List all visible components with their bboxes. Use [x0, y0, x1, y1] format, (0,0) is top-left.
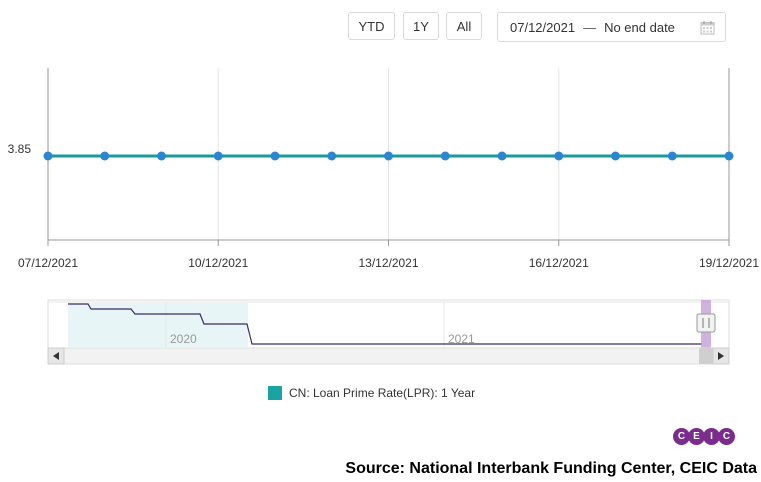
- logo-letter-c2: C: [718, 428, 735, 445]
- scroll-thumb[interactable]: [699, 348, 713, 364]
- data-point-5[interactable]: [327, 151, 337, 161]
- y-tick-label-0: 3.85: [8, 142, 32, 156]
- x-tick-label-3: 16/12/2021: [529, 256, 589, 270]
- logo-letter-e: E: [688, 428, 705, 445]
- ytd-button[interactable]: YTD: [348, 12, 395, 40]
- date-separator: —: [583, 19, 597, 35]
- series-group: [43, 151, 734, 161]
- logo-letter-i: I: [703, 428, 720, 445]
- data-point-6[interactable]: [384, 151, 393, 161]
- data-point-1[interactable]: [100, 151, 110, 161]
- all-button[interactable]: All: [446, 12, 482, 40]
- date-range-picker[interactable]: 07/12/2021 — No end date: [497, 12, 726, 42]
- x-tick-label-1: 10/12/2021: [188, 256, 248, 270]
- scroll-right-arrow-icon: [718, 352, 724, 360]
- legend-swatch: [268, 386, 282, 400]
- x-tick-label-0: 07/12/2021: [18, 256, 78, 270]
- data-point-4[interactable]: [270, 151, 280, 161]
- one-year-button[interactable]: 1Y: [403, 12, 439, 40]
- chart: 07/12/2021 10/12/2021 13/12/2021 16/12/2021…: [8, 68, 759, 365]
- legend-item[interactable]: CN: Loan Prime Rate(LPR): 1 Year: [268, 386, 475, 400]
- y-tick-labels: 3.85: [8, 142, 32, 156]
- logo-letter-c: C: [673, 428, 690, 445]
- x-tick-labels: 07/12/2021 10/12/2021 13/12/2021 16/12/2021…: [18, 256, 759, 270]
- data-point-9[interactable]: [554, 151, 564, 161]
- data-point-10[interactable]: [611, 151, 620, 161]
- x-tick-label-4: 19/12/2021: [699, 256, 759, 270]
- navigator[interactable]: 2020 2021: [47, 299, 730, 349]
- navigator-label-2020: 2020: [170, 332, 197, 346]
- navigator-series-line: [68, 303, 702, 345]
- calendar-icon[interactable]: [700, 20, 715, 35]
- end-date: No end date: [604, 19, 675, 35]
- navigator-scrollbar[interactable]: [47, 347, 730, 365]
- navigator-handle[interactable]: [696, 313, 716, 333]
- data-point-12[interactable]: [724, 151, 734, 161]
- scroll-left-arrow-icon: [53, 352, 59, 360]
- legend-label: CN: Loan Prime Rate(LPR): 1 Year: [289, 386, 476, 400]
- data-point-3[interactable]: [213, 151, 223, 161]
- data-point-2[interactable]: [157, 151, 166, 161]
- data-point-8[interactable]: [497, 151, 507, 161]
- navigator-shaded-area: [68, 303, 248, 347]
- source-text: Source: National Interbank Funding Cente…: [345, 460, 757, 477]
- data-point-0[interactable]: [43, 151, 53, 161]
- axes: [47, 239, 730, 246]
- navigator-label-2021: 2021: [448, 332, 475, 346]
- x-tick-label-2: 13/12/2021: [358, 256, 418, 270]
- start-date: 07/12/2021: [510, 19, 576, 35]
- data-point-11[interactable]: [667, 151, 677, 161]
- ceic-logo: C E I C: [673, 428, 735, 445]
- data-point-7[interactable]: [440, 151, 450, 161]
